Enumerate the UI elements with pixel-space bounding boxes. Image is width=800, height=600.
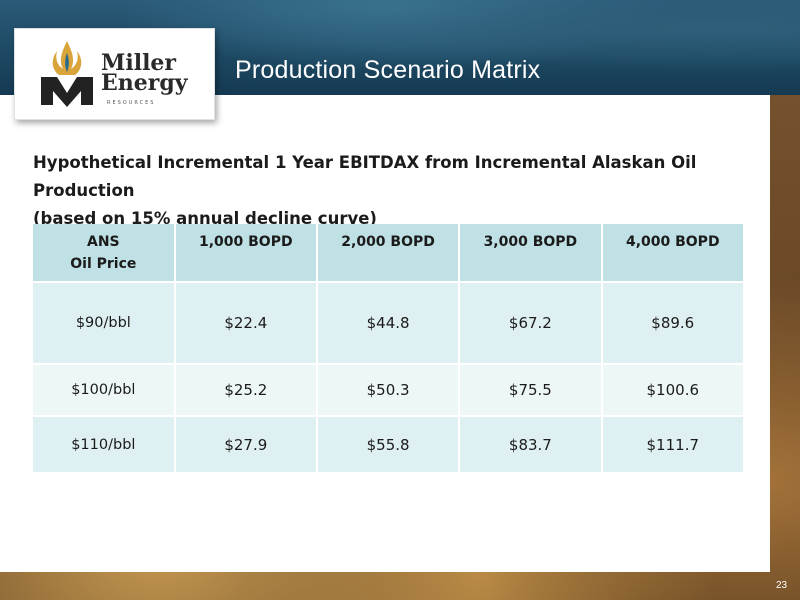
table-cell: $27.9 <box>175 417 316 472</box>
row-price: $110/bbl <box>33 417 174 472</box>
logo-subtext: RESOURCES <box>107 100 156 106</box>
page-number: 23 <box>776 580 788 591</box>
company-logo: Miller Energy RESOURCES <box>14 28 215 120</box>
header-1000-bopd: 1,000 BOPD <box>175 224 316 281</box>
table-cell: $111.7 <box>602 417 743 472</box>
table-subtitle: Hypothetical Incremental 1 Year EBITDAX … <box>33 153 697 228</box>
table-cell: $89.6 <box>602 283 743 363</box>
header-oil-price: ANS Oil Price <box>33 224 174 281</box>
table-row: $110/bbl $27.9 $55.8 $83.7 $111.7 <box>33 417 743 472</box>
logo-wordmark: Miller Energy <box>101 50 188 96</box>
table-cell: $22.4 <box>175 283 316 363</box>
scenario-table: ANS Oil Price 1,000 BOPD 2,000 BOPD 3,00… <box>31 222 745 474</box>
table-cell: $25.2 <box>175 365 316 415</box>
table-cell: $67.2 <box>460 283 601 363</box>
header-3000-bopd: 3,000 BOPD <box>460 224 601 281</box>
header-2000-bopd: 2,000 BOPD <box>317 224 459 281</box>
table-row: $100/bbl $25.2 $50.3 $75.5 $100.6 <box>33 365 743 415</box>
table-cell: $44.8 <box>317 283 459 363</box>
table-header-row: ANS Oil Price 1,000 BOPD 2,000 BOPD 3,00… <box>33 224 743 281</box>
page-title: Production Scenario Matrix <box>235 56 541 84</box>
table-cell: $75.5 <box>460 365 601 415</box>
table-cell: $100.6 <box>602 365 743 415</box>
logo-flame-icon <box>41 41 93 107</box>
row-price: $90/bbl <box>33 283 174 363</box>
table-row: $90/bbl $22.4 $44.8 $67.2 $89.6 <box>33 283 743 363</box>
table-cell: $55.8 <box>317 417 459 472</box>
table-cell: $83.7 <box>460 417 601 472</box>
logo-word-energy: Energy <box>101 70 188 96</box>
header-4000-bopd: 4,000 BOPD <box>602 224 743 281</box>
logo-word-miller: Miller <box>101 50 177 76</box>
table-cell: $50.3 <box>317 365 459 415</box>
row-price: $100/bbl <box>33 365 174 415</box>
